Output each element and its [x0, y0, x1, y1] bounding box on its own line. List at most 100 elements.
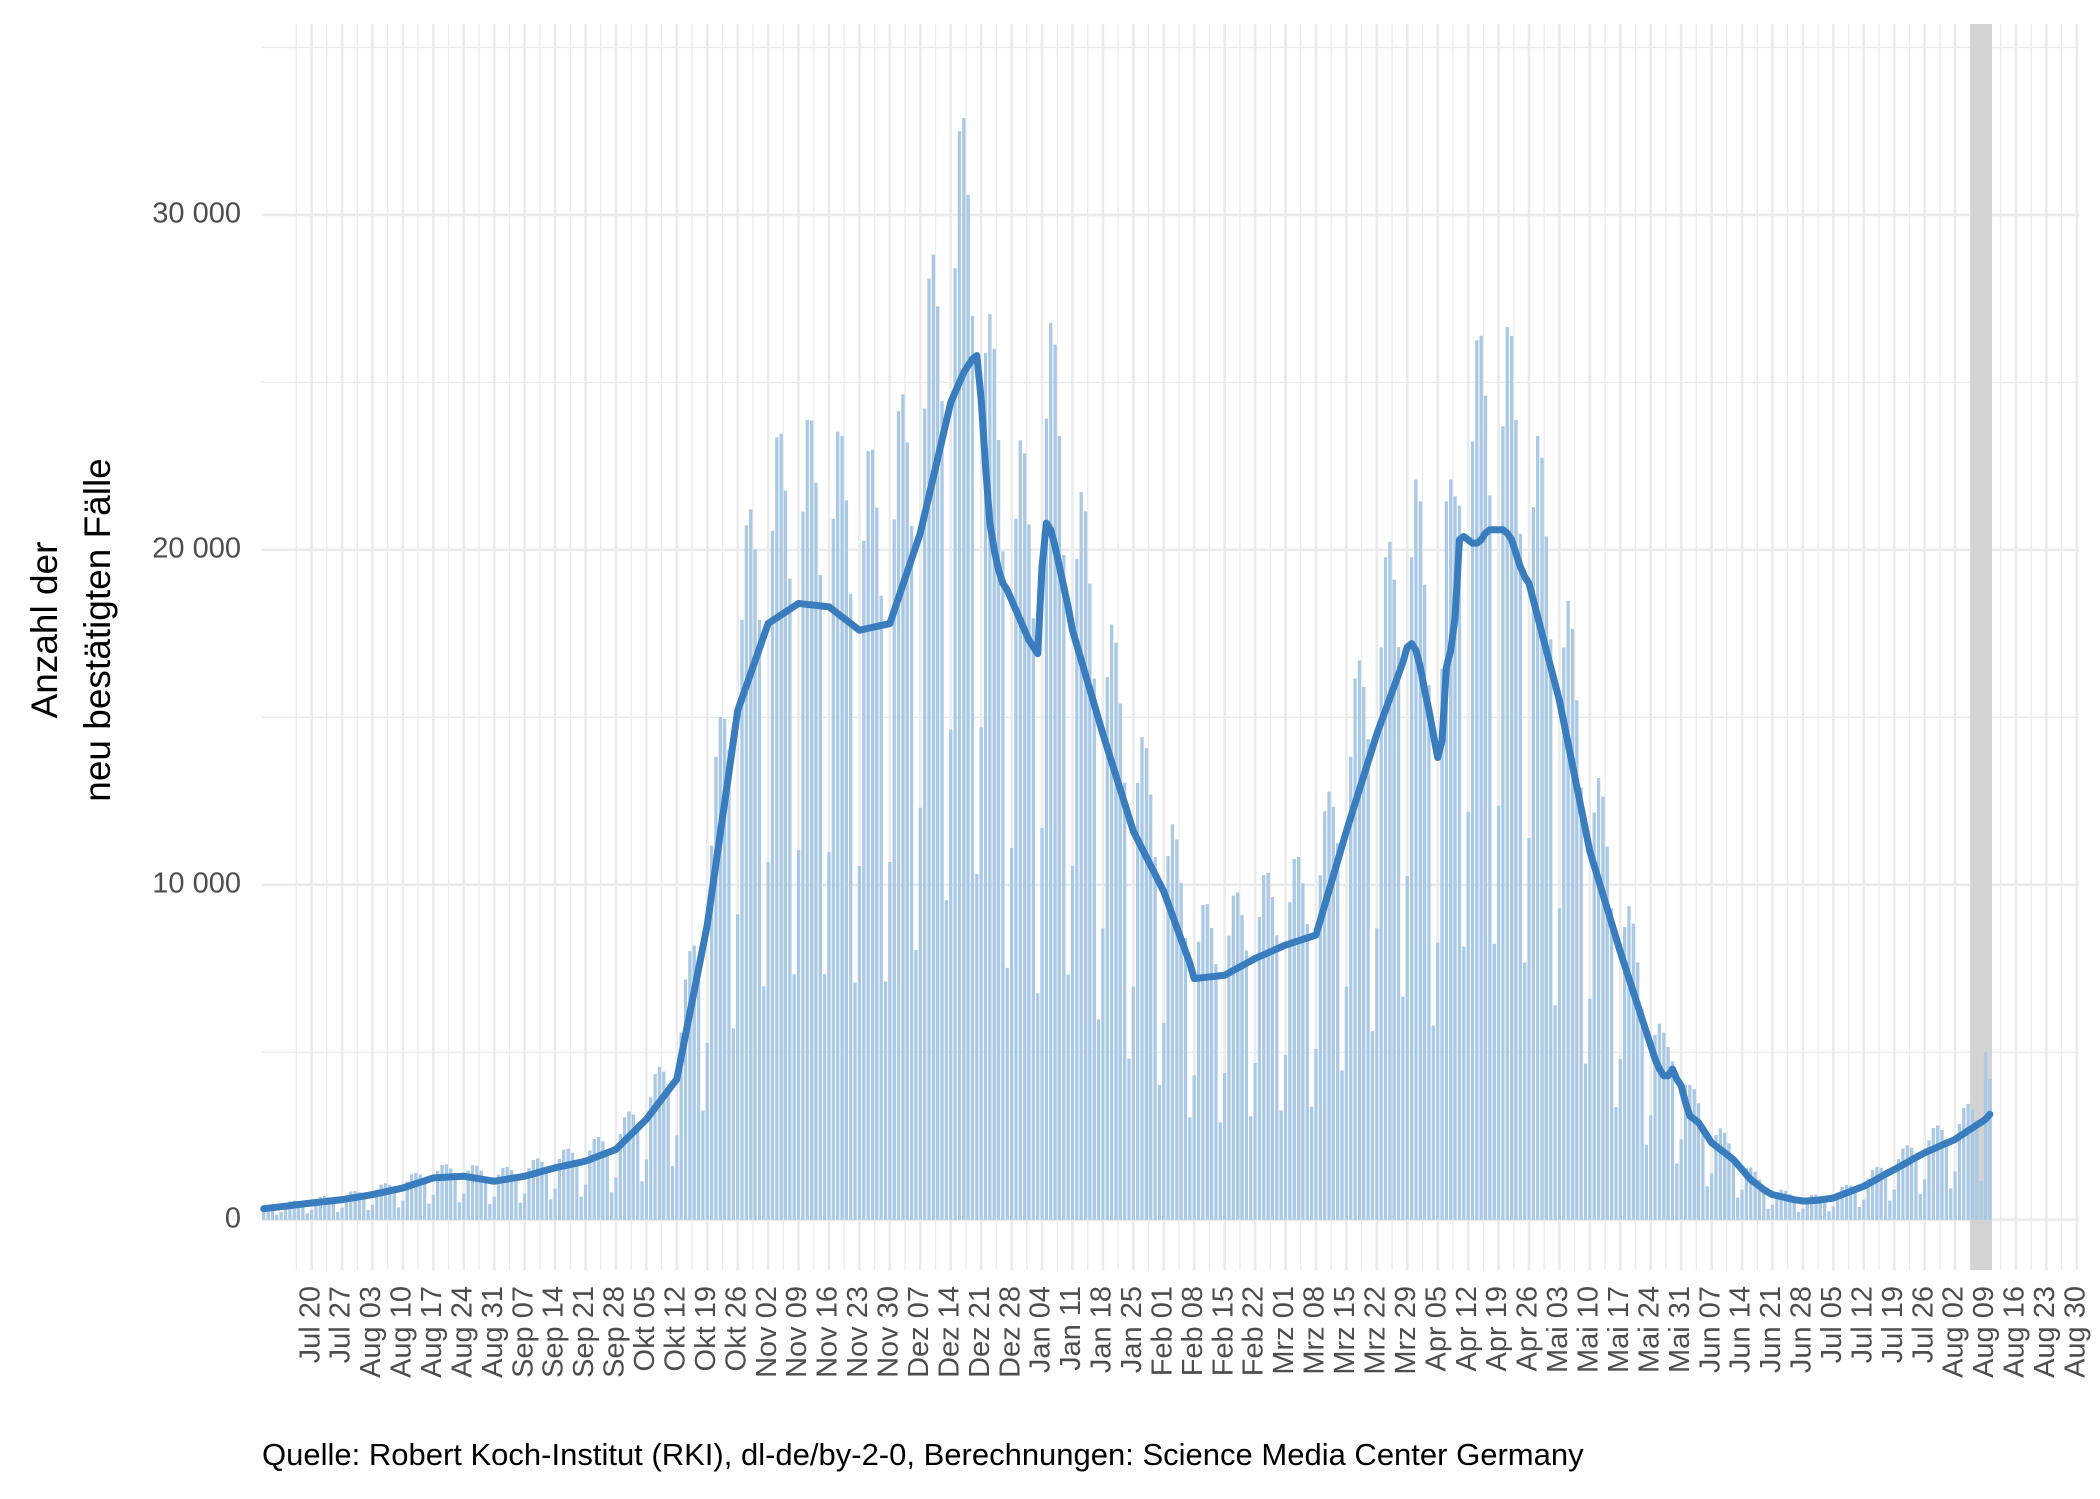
- bar: [1096, 1019, 1101, 1220]
- bar: [288, 1201, 292, 1220]
- bar: [375, 1189, 379, 1220]
- bar: [1070, 866, 1075, 1220]
- bar: [1014, 518, 1018, 1220]
- bar: [1696, 1103, 1701, 1220]
- bar: [1914, 1154, 1918, 1220]
- bar: [1249, 1116, 1253, 1220]
- bar: [1514, 419, 1518, 1220]
- bar: [666, 1084, 670, 1220]
- bar: [1105, 677, 1109, 1220]
- bar: [688, 951, 692, 1220]
- x-tick-label: Apr 05: [1420, 1286, 1452, 1371]
- bar: [1527, 837, 1531, 1220]
- bar: [1757, 1179, 1762, 1220]
- bar: [1566, 600, 1570, 1220]
- bar: [744, 525, 749, 1220]
- bar: [1557, 908, 1562, 1220]
- bar: [544, 1167, 549, 1220]
- bar: [1005, 967, 1009, 1220]
- bar: [705, 1042, 709, 1220]
- bar: [366, 1210, 370, 1220]
- bar: [1631, 923, 1635, 1220]
- bar: [1509, 335, 1514, 1220]
- bar: [692, 945, 696, 1220]
- bar: [1470, 441, 1475, 1220]
- bar: [849, 593, 853, 1220]
- bar: [1892, 1189, 1896, 1220]
- bar: [501, 1167, 505, 1220]
- bar: [527, 1168, 531, 1220]
- bar: [427, 1203, 431, 1220]
- x-tick-label: Okt 05: [629, 1286, 661, 1371]
- caption: Quelle: Robert Koch-Institut (RKI), dl-d…: [262, 1437, 1584, 1472]
- bar: [1614, 1106, 1618, 1220]
- bar: [1844, 1184, 1849, 1220]
- bar: [662, 1071, 666, 1220]
- bar: [1066, 974, 1070, 1220]
- bar: [1622, 927, 1627, 1220]
- x-tick-label: Mrz 01: [1268, 1286, 1300, 1375]
- bar: [1609, 908, 1614, 1220]
- bar: [657, 1066, 662, 1220]
- bar: [1409, 557, 1414, 1220]
- x-tick-label: Jan 11: [1055, 1286, 1087, 1371]
- bar: [870, 449, 875, 1220]
- bar: [1592, 812, 1596, 1220]
- bar: [496, 1174, 501, 1220]
- x-tick-label: Nov 09: [781, 1286, 813, 1378]
- bar: [1266, 872, 1270, 1220]
- bar: [814, 482, 818, 1220]
- bar: [270, 1207, 275, 1220]
- bar: [1201, 904, 1205, 1220]
- bar: [1057, 435, 1062, 1220]
- bar: [1970, 1109, 1975, 1220]
- bar: [314, 1199, 318, 1220]
- x-tick-label: Feb 15: [1207, 1286, 1239, 1376]
- bar: [918, 807, 922, 1220]
- bar: [844, 500, 849, 1220]
- bar: [1788, 1194, 1792, 1220]
- bar: [709, 845, 714, 1220]
- bar: [505, 1166, 509, 1220]
- bar: [1692, 1089, 1696, 1220]
- bar: [309, 1209, 314, 1220]
- bar: [679, 1032, 683, 1220]
- x-tick-label: Apr 12: [1451, 1286, 1483, 1371]
- x-tick-label: Mrz 22: [1359, 1286, 1391, 1375]
- x-tick-label: Nov 02: [751, 1286, 783, 1378]
- bar: [1879, 1167, 1883, 1220]
- bar: [1875, 1167, 1879, 1220]
- bar: [840, 435, 844, 1220]
- bar: [579, 1196, 583, 1220]
- bar: [879, 595, 883, 1220]
- x-tick-label: Mai 31: [1664, 1286, 1696, 1373]
- bar: [683, 979, 688, 1220]
- bar: [566, 1148, 570, 1220]
- bar: [1314, 1048, 1318, 1220]
- bar: [722, 719, 727, 1220]
- bar: [1975, 1120, 1979, 1220]
- bar: [753, 549, 757, 1220]
- bar: [1953, 1171, 1957, 1220]
- x-tick-label: Feb 01: [1146, 1286, 1178, 1376]
- bar: [670, 1165, 675, 1220]
- bar: [779, 433, 783, 1220]
- bar: [470, 1165, 475, 1220]
- bar: [1127, 1058, 1131, 1220]
- bar: [1049, 322, 1053, 1220]
- x-tick-label: Mai 17: [1603, 1286, 1635, 1373]
- marks: [260, 24, 1994, 1270]
- y-tick-label: 10 000: [152, 867, 241, 899]
- bar: [801, 511, 805, 1220]
- bar: [1888, 1200, 1892, 1220]
- bar: [622, 1117, 627, 1220]
- bar: [1701, 1124, 1705, 1220]
- x-tick-label: Dez 28: [994, 1286, 1026, 1378]
- bar: [1636, 962, 1640, 1220]
- x-tick-label: Jan 18: [1086, 1286, 1118, 1373]
- bar: [583, 1184, 588, 1220]
- x-tick-label: Feb 22: [1238, 1286, 1270, 1376]
- bar: [936, 306, 940, 1220]
- bar: [1375, 928, 1379, 1220]
